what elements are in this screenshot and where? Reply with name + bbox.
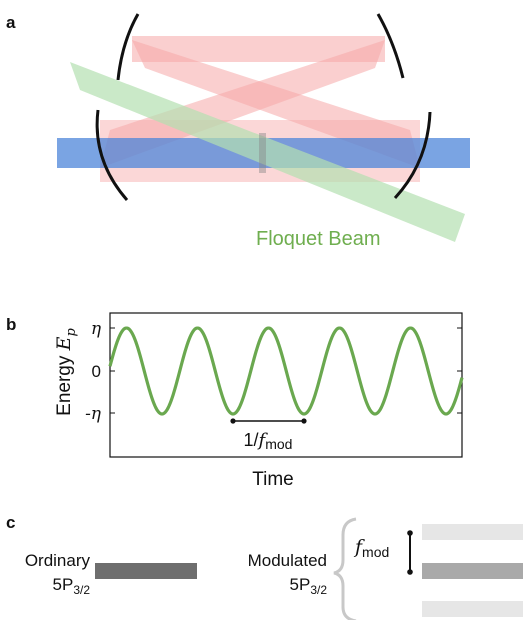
fmod-label-f: f — [353, 536, 365, 558]
modulated-state: 5P3/2 — [290, 575, 328, 597]
floquet-beam — [70, 62, 465, 242]
panel-a-label: a — [6, 13, 16, 32]
y-tick-label-bot: -η — [85, 404, 102, 424]
period-annotation: 1/fmod — [230, 418, 307, 452]
y-ticks — [110, 327, 462, 414]
fmod-label-sub: mod — [362, 544, 389, 560]
fmod-bracket — [407, 530, 413, 575]
y-axis-label: Energy Ep — [53, 327, 79, 415]
panel-b-label: b — [6, 315, 16, 334]
atom-cloud — [259, 133, 266, 173]
sideband-upper-bar — [422, 524, 523, 540]
y-tick-label-mid: 0 — [92, 362, 101, 381]
atom-cloud-shape — [259, 133, 266, 173]
mirror-bottom-left — [95, 109, 129, 201]
ordinary-state: 5P3/2 — [53, 575, 91, 597]
panel-c-label: c — [6, 513, 15, 532]
y-axis-label-sub: p — [64, 327, 79, 336]
cavity-beam-top — [132, 36, 385, 62]
period-bar-end-right — [301, 418, 307, 424]
fmod-bracket-end-top — [407, 530, 413, 536]
mirror-top-right — [376, 13, 405, 79]
curly-brace — [333, 517, 357, 620]
mirror-top-left — [116, 13, 140, 81]
modulated-level-bar — [422, 563, 523, 579]
y-axis-label-text: Energy — [54, 350, 75, 415]
cavity-beam-cross-2 — [100, 40, 385, 168]
y-tick-label-top: η — [91, 319, 102, 339]
y-axis-label-symbol: E — [53, 336, 75, 351]
wave-line — [108, 326, 464, 416]
period-label-sub: mod — [265, 436, 292, 452]
mirror-bottom-right — [393, 111, 432, 200]
modulated-state-main: 5P — [290, 575, 311, 594]
ordinary-state-main: 5P — [53, 575, 74, 594]
ordinary-label: Ordinary — [25, 551, 91, 570]
floquet-beam-label: Floquet Beam — [256, 228, 381, 250]
ordinary-state-sub: 3/2 — [73, 583, 90, 597]
modulated-label: Modulated — [248, 551, 327, 570]
svg-text:Energy Ep: Energy Ep — [53, 327, 79, 415]
modulated-state-sub: 3/2 — [310, 583, 327, 597]
period-bar-end-left — [230, 418, 236, 424]
fmod-label: fmod — [353, 536, 389, 560]
ordinary-level-bar — [95, 563, 197, 579]
x-axis-label: Time — [252, 469, 294, 490]
sideband-lower-bar — [422, 601, 523, 617]
period-label: 1/fmod — [244, 430, 293, 452]
plot-frame — [109, 312, 463, 458]
period-label-prefix: 1/ — [244, 430, 259, 450]
fmod-bracket-end-bottom — [407, 569, 413, 575]
